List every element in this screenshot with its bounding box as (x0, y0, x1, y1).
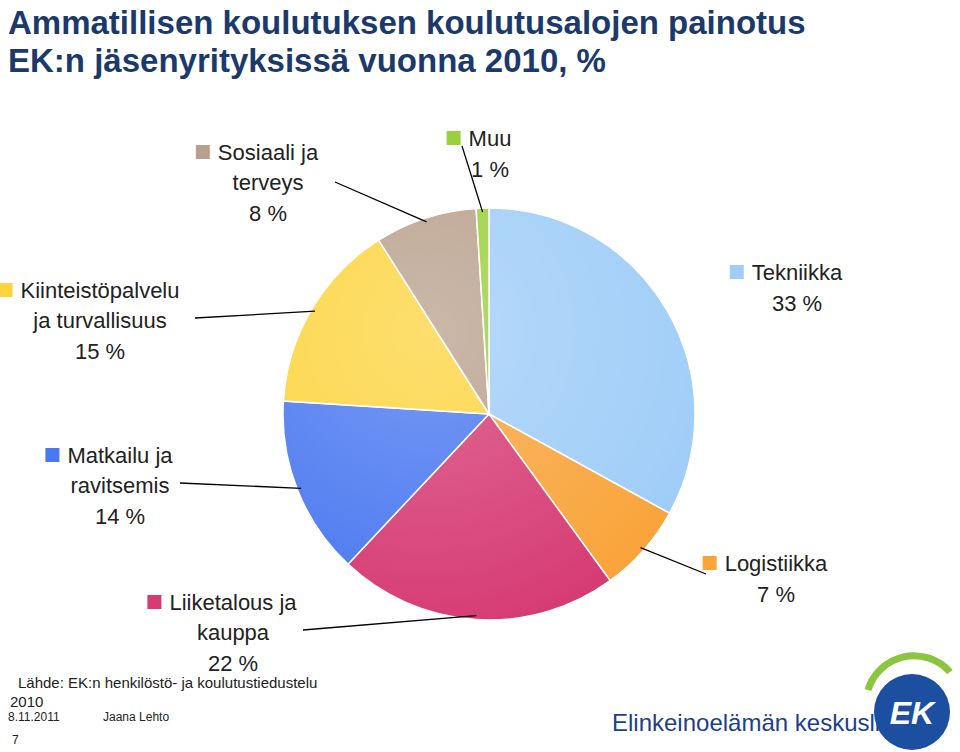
legend-swatch (0, 283, 13, 297)
slice-label: Matkailu jaravitsemis (67, 443, 173, 498)
labels: Tekniikka 33 % Logistiikka 7 % Liiketalous j… (0, 126, 843, 676)
slice-label: Sosiaali jaterveys (218, 140, 319, 195)
slice-label: Logistiikka (725, 551, 828, 576)
slice-label: Muu (469, 126, 512, 151)
logo: EK (868, 656, 950, 750)
slice-label: Kiinteistöpalveluja turvallisuus (21, 278, 180, 333)
chart: Ammatillisen koulutuksen koulutusalojen … (0, 0, 960, 752)
author: Jaana Lehto (103, 710, 169, 724)
leader-line (180, 483, 301, 488)
pie (283, 208, 695, 620)
legend-swatch (730, 265, 744, 279)
date: 8.11.2011 (8, 710, 60, 724)
legend-swatch (196, 145, 210, 159)
data-label: 1 % (471, 157, 509, 182)
leader-line (641, 548, 706, 574)
organization: Elinkeinoelämän keskusliitto (612, 709, 912, 736)
slice-label: Liiketalous jakauppa (169, 590, 297, 645)
leader-line (195, 311, 315, 318)
slice-label: Tekniikka (752, 260, 843, 285)
page-number: 7 (12, 733, 19, 747)
legend-swatch (147, 595, 161, 609)
data-label: 8 % (249, 201, 287, 226)
data-label: 33 % (772, 291, 822, 316)
logo-circle (874, 674, 950, 750)
slice (476, 208, 489, 414)
legend-swatch (45, 448, 59, 462)
title: Ammatillisen koulutuksen koulutusalojen … (8, 4, 806, 79)
data-label: 7 % (757, 582, 795, 607)
slice (283, 401, 489, 564)
data-label: 14 % (95, 504, 145, 529)
data-label: 22 % (208, 651, 258, 676)
legend-swatch (447, 131, 461, 145)
slice (379, 208, 489, 414)
legend-swatch (703, 556, 717, 570)
data-label: 15 % (75, 339, 125, 364)
logo-text: EK (890, 695, 937, 731)
leader-line (303, 616, 476, 630)
leader-line (335, 182, 427, 222)
source: Lähde: EK:n henkilöstö- ja koulutustiedu… (10, 674, 317, 710)
pie-shade (283, 208, 695, 620)
